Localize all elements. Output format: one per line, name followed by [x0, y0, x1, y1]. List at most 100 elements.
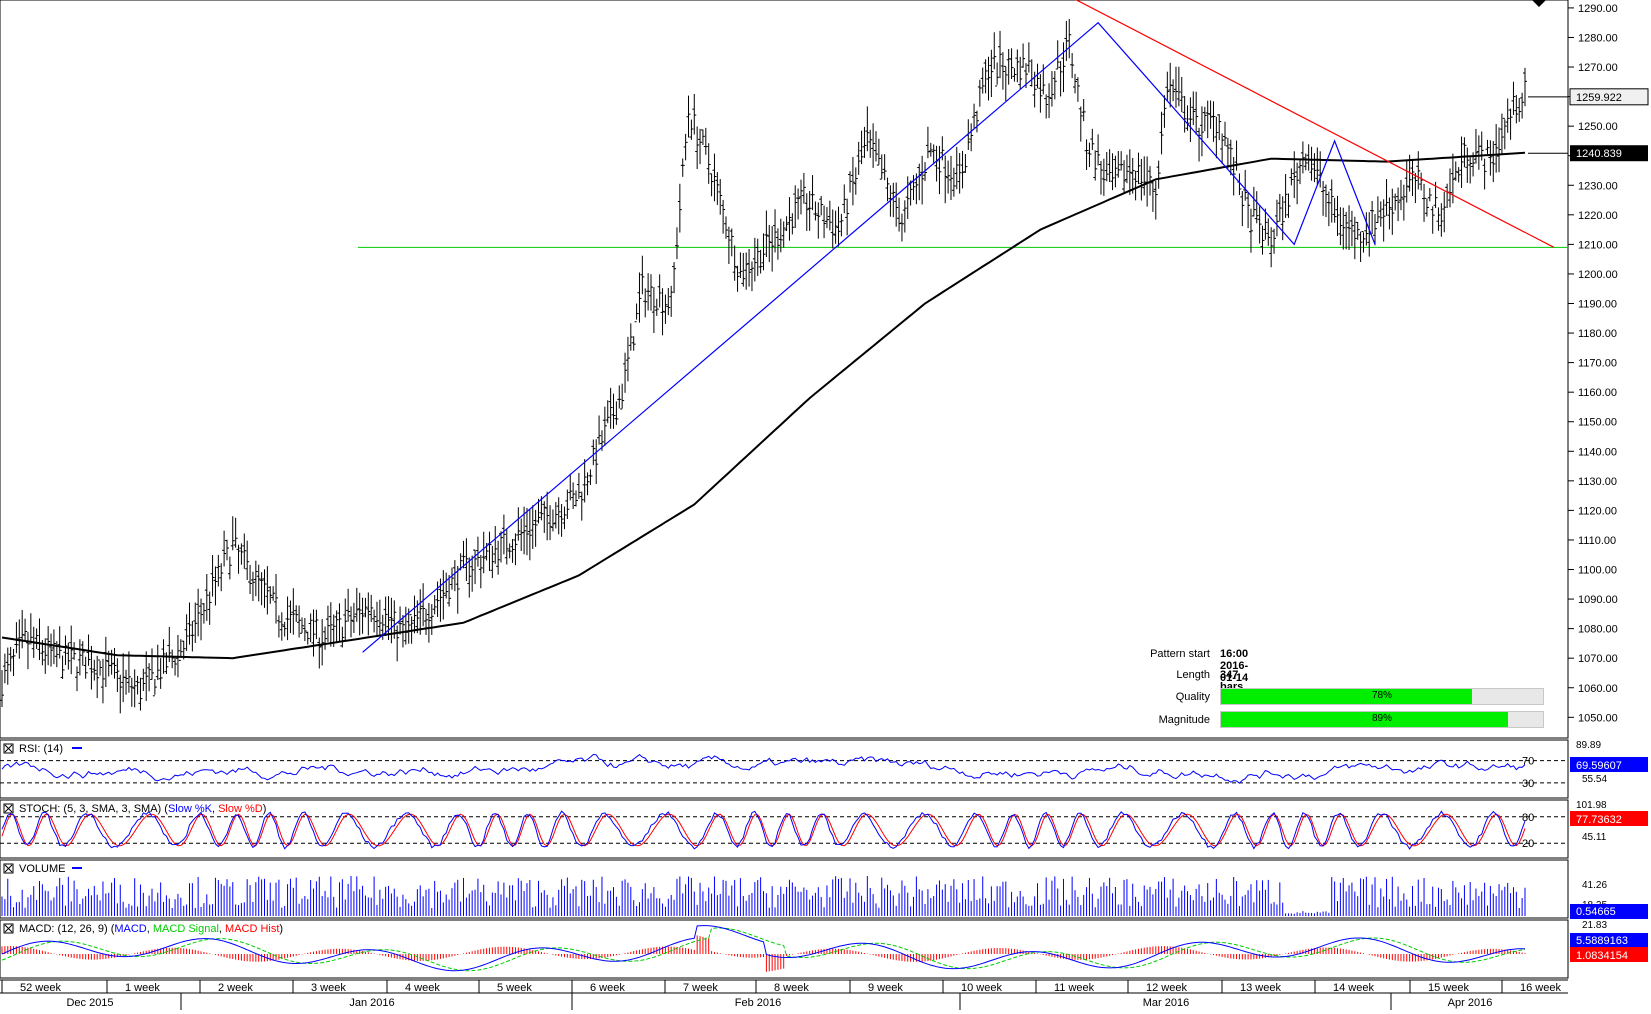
- quality-label: Quality: [1175, 691, 1210, 703]
- y-tick-label: 1210.00: [1578, 239, 1618, 251]
- magnitude-bar: 89%: [1220, 711, 1544, 728]
- macd-title-suffix: ): [279, 923, 283, 935]
- y-tick-label: 1060.00: [1578, 683, 1618, 695]
- length-label: Length: [1176, 669, 1210, 681]
- week-label: 3 week: [311, 982, 346, 994]
- volume-value-box: [1570, 904, 1648, 919]
- week-label: 1 week: [125, 982, 160, 994]
- macd-legend: MACD: [114, 923, 146, 935]
- main-price-panel: 1050.00 1060.00 1070.00 1080.00 1090.00 1100.…: [0, 0, 1649, 739]
- macd-value-label-1: 5.5889163: [1576, 935, 1628, 947]
- macd-title-sep1: ,: [147, 923, 153, 935]
- month-label: Feb 2016: [735, 997, 781, 1009]
- macd-title: MACD: (12, 26, 9) (MACD, MACD Signal, MA…: [19, 923, 283, 935]
- pattern-zigzag-line: [362, 21, 1376, 653]
- macd-value-label-2: 1.0834154: [1576, 950, 1628, 962]
- rsi-value-label: 69.59607: [1576, 760, 1622, 772]
- week-label: 12 week: [1146, 982, 1187, 994]
- macd-value-box-1: [1570, 933, 1648, 947]
- rsi-title: RSI: (14): [19, 743, 63, 755]
- y-tick-label: 1220.00: [1578, 210, 1618, 222]
- indicator-labels: RSI: (14) STOCH: (5, 3, SMA, 3, SMA) (Slo…: [19, 743, 283, 935]
- volume-value-label: 0.54665: [1576, 906, 1616, 918]
- scroll-marker-icon: [1532, 0, 1546, 7]
- volume-title: VOLUME: [19, 863, 65, 875]
- week-label: 15 week: [1428, 982, 1469, 994]
- pattern-start-value: 16:00 2016-01-14: [1220, 648, 1249, 684]
- week-label: 2 week: [218, 982, 253, 994]
- last-price-box: [1569, 88, 1649, 106]
- y-tick-label: 1130.00: [1578, 476, 1617, 488]
- last-price-label: 1259.922: [1576, 92, 1622, 104]
- month-label: Dec 2015: [66, 997, 113, 1009]
- y-tick-label: 1120.00: [1578, 505, 1617, 517]
- magnitude-label: Magnitude: [1158, 714, 1210, 726]
- magnitude-bar-fill: [1221, 712, 1508, 727]
- rsi-border: [0, 739, 1569, 799]
- stochastic-panel: 80 20 101.98 77.73632 45.11: [0, 799, 1648, 859]
- macd-border: [0, 919, 1569, 979]
- volume-max-label: 41.26: [1582, 880, 1607, 891]
- macd-collapse-icon-x2: [4, 924, 13, 933]
- stoch-max-label: 101.98: [1576, 800, 1607, 811]
- stoch-collapse-icon-x2: [4, 804, 13, 813]
- stoch-slow-k-line: [1, 810, 1526, 850]
- week-label: 13 week: [1240, 982, 1281, 994]
- y-tick-label: 1170.00: [1578, 358, 1617, 370]
- month-label: Apr 2016: [1448, 997, 1493, 1009]
- stoch-title-suffix: ): [263, 803, 267, 815]
- resistance-trendline: [1075, 0, 1555, 248]
- y-tick-label: 1180.00: [1578, 328, 1617, 340]
- y-tick-label: 1150.00: [1578, 417, 1617, 429]
- quality-percent: 78%: [1371, 690, 1392, 701]
- y-tick-label: 1230.00: [1578, 180, 1618, 192]
- y-tick-label: 1270.00: [1578, 62, 1618, 74]
- stoch-level-80-label: 80: [1522, 812, 1534, 824]
- y-tick-label: 1080.00: [1578, 624, 1618, 636]
- stoch-slow-d-legend: Slow %D: [218, 803, 263, 815]
- y-tick-label: 1050.00: [1578, 712, 1618, 724]
- stoch-value-label: 77.73632: [1576, 814, 1622, 826]
- macd-title-sep2: ,: [219, 923, 225, 935]
- y-tick-label: 1070.00: [1578, 653, 1618, 665]
- pattern-start-label: Pattern start: [1150, 648, 1210, 660]
- quality-bar: 78%: [1220, 688, 1544, 705]
- macd-max-label: 21.83: [1582, 920, 1607, 931]
- week-label: 11 week: [1054, 982, 1095, 994]
- macd-title-prefix: MACD: (12, 26, 9) (: [19, 923, 115, 935]
- week-label: 9 week: [868, 982, 903, 994]
- main-panel-border: [0, 0, 1569, 739]
- macd-value-box-2: [1570, 947, 1648, 962]
- week-label: 6 week: [590, 982, 625, 994]
- week-label: 52 week: [20, 982, 61, 994]
- y-tick-label: 1250.00: [1578, 121, 1618, 133]
- y-tick-label: 1100.00: [1578, 565, 1617, 577]
- macd-signal-line: [1, 927, 1526, 972]
- week-label: 7 week: [683, 982, 718, 994]
- week-label: 14 week: [1333, 982, 1374, 994]
- month-label: Mar 2016: [1143, 997, 1189, 1009]
- y-tick-label: 1140.00: [1578, 446, 1617, 458]
- moving-average-line: [1, 151, 1526, 660]
- rsi-max-label: 89.89: [1576, 740, 1601, 751]
- rsi-collapse-icon-x2: [4, 744, 13, 753]
- volume-collapse-icon-x2: [4, 864, 13, 873]
- week-label: 10 week: [961, 982, 1002, 994]
- y-tick-label: 1090.00: [1578, 594, 1618, 606]
- stoch-slow-k-legend: Slow %K: [168, 803, 213, 815]
- stoch-border: [0, 799, 1569, 859]
- rsi-line: [1, 753, 1526, 784]
- y-tick-label: 1280.00: [1578, 32, 1618, 44]
- month-label: Jan 2016: [349, 997, 394, 1009]
- rsi-level-70-label: 70: [1522, 756, 1534, 768]
- stoch-title: STOCH: (5, 3, SMA, 3, SMA) (Slow %K, Slo…: [19, 803, 266, 815]
- rsi-mid-label: 55.54: [1582, 774, 1607, 785]
- week-label: 16 week: [1520, 982, 1561, 994]
- rsi-level-30-label: 30: [1522, 778, 1534, 790]
- y-tick-label: 1160.00: [1578, 387, 1617, 399]
- y-tick-label: 1110.00: [1578, 535, 1616, 547]
- volume-panel: 41.2618.250.54665: [0, 859, 1648, 919]
- rsi-value-box: [1570, 757, 1648, 772]
- macd-panel: 21.83 5.5889163 1.0834154: [0, 919, 1648, 979]
- time-axis: 52 week 1 week 2 week 3 week 4 week 5 week 6 w…: [0, 979, 1568, 1010]
